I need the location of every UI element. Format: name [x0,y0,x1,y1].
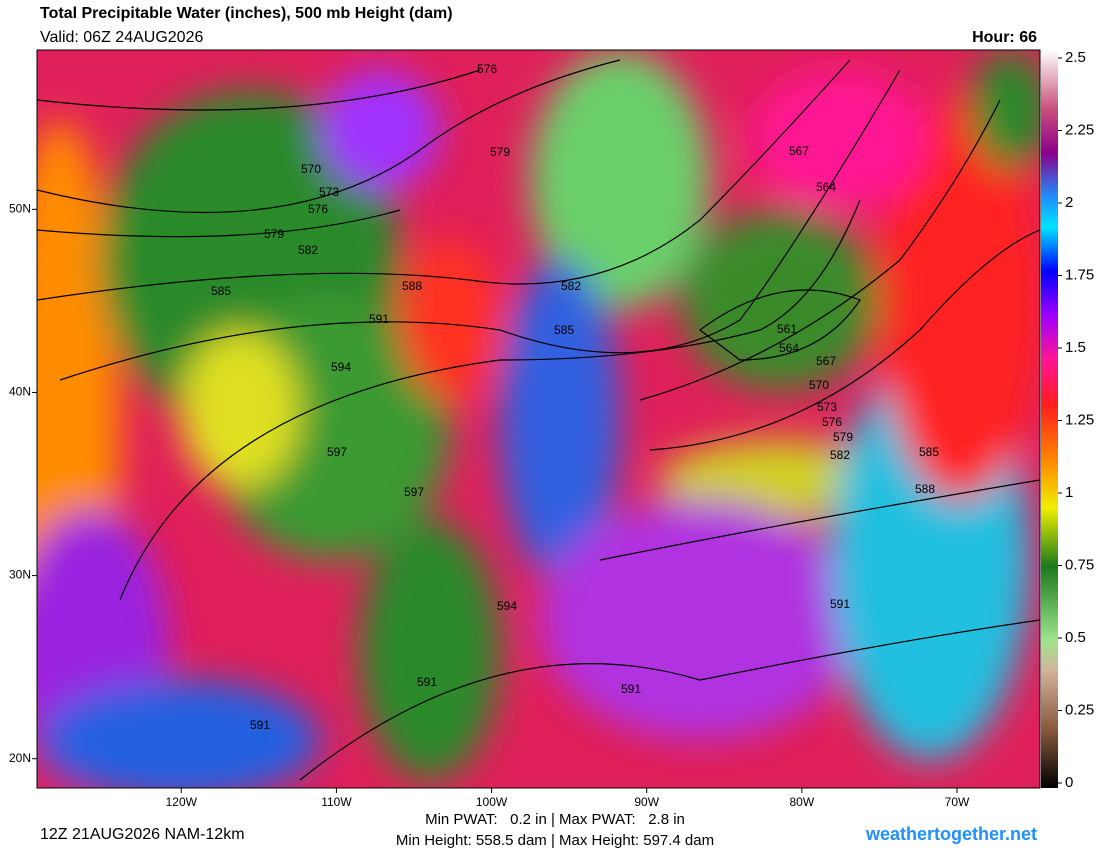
contour-label: 561 [777,322,797,336]
lon-tick-label: 100W [476,795,508,809]
contour-label: 570 [301,162,321,176]
contour-label: 570 [809,378,829,392]
valid-time: Valid: 06Z 24AUG2026 [40,29,203,46]
contour-label: 588 [915,482,935,496]
lon-tick-label: 80W [790,795,815,809]
pwat-field [37,50,1040,788]
contour-label: 579 [264,227,284,241]
contour-label: 594 [331,360,351,374]
contour-label: 573 [319,185,339,199]
contour-label: 576 [308,202,328,216]
colorbar-tick-label: 2.5 [1065,49,1086,66]
map-frame [36,49,1041,789]
lat-tick-label: 20N [9,751,31,765]
contour-label: 591 [621,682,641,696]
pwat-range: Min PWAT: 0.2 in | Max PWAT: 2.8 in [425,811,685,828]
colorbar-tick-label: 1.75 [1065,266,1094,283]
contour-label: 585 [919,445,939,459]
colorbar-tick-label: 0.5 [1065,629,1086,646]
lat-tick-label: 30N [9,568,31,582]
contour-label: 564 [816,180,836,194]
contour-label: 585 [211,284,231,298]
forecast-hour: Hour: 66 [972,29,1037,46]
colorbar-tick-label: 1.25 [1065,411,1094,428]
contour-label: 597 [404,485,424,499]
contour-label: 564 [779,341,799,355]
colorbar-tick-label: 1.5 [1065,339,1086,356]
contour-label: 582 [298,243,318,257]
contour-label: 591 [369,312,389,326]
model-run: 12Z 21AUG2026 NAM-12km [40,826,245,843]
contour-label: 576 [477,62,497,76]
lon-tick-label: 120W [166,795,198,809]
contour-label: 591 [250,718,270,732]
contour-label: 585 [554,323,574,337]
contour-label: 591 [417,675,437,689]
contour-label: 597 [327,445,347,459]
colorbar-tick-label: 0.75 [1065,556,1094,573]
colorbar-tick-label: 0 [1065,774,1073,791]
contour-label: 579 [833,430,853,444]
lon-tick-label: 70W [945,795,970,809]
height-range: Min Height: 558.5 dam | Max Height: 597.… [396,832,714,849]
contour-label: 567 [789,144,809,158]
contour-label: 573 [817,400,837,414]
title: Total Precipitable Water (inches), 500 m… [40,5,453,22]
contour-label: 588 [402,279,422,293]
lat-tick-label: 50N [9,201,31,215]
contour-label: 567 [816,354,836,368]
contour-label: 582 [561,279,581,293]
site-name: weathertogether.net [865,824,1037,844]
colorbar-tick-label: 0.25 [1065,701,1094,718]
colorbar-tick-label: 2 [1065,194,1073,211]
contour-label: 582 [830,448,850,462]
lon-tick-label: 90W [634,795,659,809]
colorbar-tick-label: 1 [1065,484,1073,501]
contour-label: 591 [830,597,850,611]
contour-label: 579 [490,145,510,159]
colorbar [1041,50,1058,788]
contour-label: 576 [822,415,842,429]
lon-tick-label: 110W [321,795,352,809]
lat-tick-label: 40N [9,385,31,399]
colorbar-tick-label: 2.25 [1065,121,1094,138]
contour-label: 594 [497,599,517,613]
